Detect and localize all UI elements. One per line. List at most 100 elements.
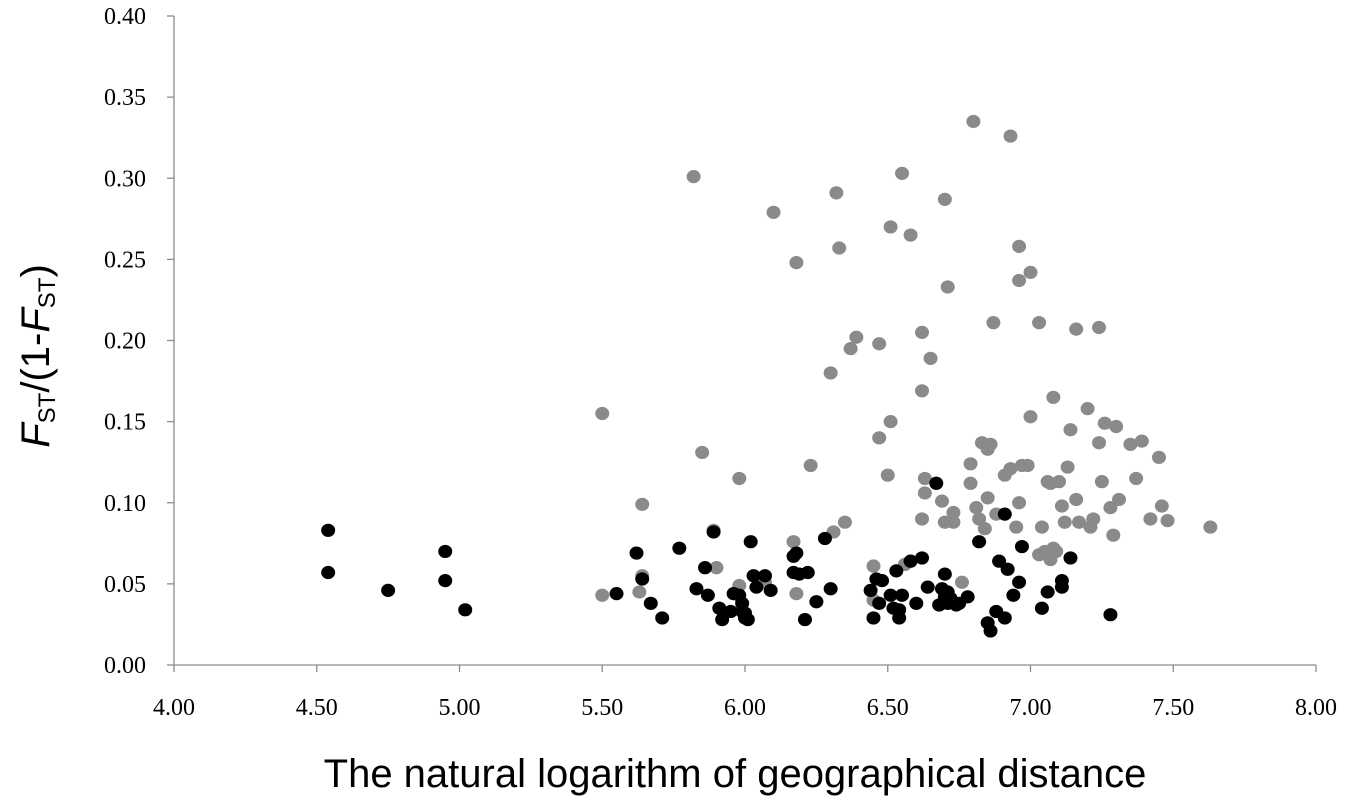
y-tick-label: 0.30 <box>104 166 146 192</box>
gray-data-point <box>1134 434 1149 448</box>
x-tick-label: 8.00 <box>1295 695 1337 721</box>
gray-data-point <box>917 486 932 500</box>
gray-data-point <box>843 342 858 356</box>
gray-data-point <box>972 512 987 526</box>
black-data-point <box>817 531 832 546</box>
gray-data-point <box>1069 492 1084 507</box>
gray-data-point <box>595 406 610 421</box>
gray-data-point <box>915 384 930 398</box>
gray-data-point <box>1009 520 1024 534</box>
black-data-point <box>609 587 624 601</box>
gray-data-point <box>1203 520 1218 534</box>
black-data-point <box>757 569 772 583</box>
black-data-point <box>972 535 987 549</box>
y-tick-label: 0.25 <box>104 247 146 273</box>
axes <box>173 16 1316 666</box>
black-data-point <box>797 612 812 627</box>
black-data-point <box>915 551 930 565</box>
gray-data-point <box>1012 496 1027 510</box>
gray-data-point <box>789 256 804 270</box>
black-data-point <box>723 604 738 619</box>
y-tick-label: 0.10 <box>104 491 146 517</box>
black-data-point <box>1000 562 1015 576</box>
gray-data-point <box>1057 515 1072 529</box>
black-data-point <box>883 588 898 602</box>
y-tick-label: 0.20 <box>104 329 146 355</box>
gray-data-point <box>946 505 961 520</box>
black-data-point <box>875 574 890 588</box>
gray-data-point <box>883 415 898 429</box>
gray-data-point <box>937 192 952 206</box>
gray-data-point <box>963 457 978 471</box>
gray-data-point <box>1109 419 1124 434</box>
gray-data-point <box>915 512 930 526</box>
gray-data-point <box>789 587 804 601</box>
y-title-f1: F <box>14 423 58 448</box>
x-ticks: 4.00 4.50 5.00 5.50 6.00 6.50 7.00 7.50 8.00 <box>153 665 1337 721</box>
black-data-point <box>903 554 918 568</box>
gray-data-point <box>917 471 932 486</box>
gray-data-point <box>1060 460 1075 474</box>
black-data-point <box>706 525 721 539</box>
gray-data-point <box>1080 402 1095 416</box>
gray-data-point <box>1052 475 1067 489</box>
gray-data-point <box>1020 458 1035 473</box>
gray-data-point <box>595 588 610 602</box>
gray-data-point <box>1129 471 1144 486</box>
gray-data-point <box>986 316 1001 330</box>
black-data-point <box>937 567 952 581</box>
gray-data-point <box>1123 437 1138 451</box>
y-tick-label: 0.40 <box>104 4 146 30</box>
x-tick-label: 7.50 <box>1152 695 1194 721</box>
gray-data-point <box>1092 436 1107 450</box>
black-data-point <box>1034 601 1049 615</box>
y-title-sub2: ST <box>34 277 61 309</box>
x-tick-label: 6.50 <box>867 695 909 721</box>
x-tick-label: 5.00 <box>439 695 481 721</box>
black-data-point <box>920 580 935 594</box>
gray-data-point <box>632 585 647 599</box>
gray-data-point <box>966 114 981 129</box>
gray-data-point <box>923 351 938 365</box>
gray-data-point <box>1112 492 1127 507</box>
black-data-point <box>992 554 1007 568</box>
gray-data-point <box>1143 512 1158 526</box>
gray-data-point <box>963 476 978 490</box>
gray-data-point <box>695 445 710 460</box>
black-data-point <box>872 596 887 610</box>
black-data-point <box>1103 608 1118 622</box>
gray-data-point <box>1003 462 1018 476</box>
black-data-point <box>672 541 687 555</box>
black-data-point <box>629 546 644 560</box>
y-ticks: 0.00 0.05 0.10 0.15 0.20 0.25 0.30 0.35 0.40 <box>104 4 174 679</box>
black-data-point <box>1014 539 1029 554</box>
gray-data-point <box>872 431 887 445</box>
black-data-point <box>889 564 904 578</box>
gray-data-point <box>880 468 895 482</box>
gray-data-point <box>1063 423 1078 437</box>
gray-data-point <box>823 366 838 380</box>
y-tick-label: 0.00 <box>104 653 146 679</box>
gray-data-point <box>1069 322 1084 336</box>
x-tick-label: 4.00 <box>153 695 195 721</box>
black-data-point <box>892 603 907 617</box>
black-data-point <box>863 583 878 597</box>
gray-data-point <box>849 330 864 344</box>
gray-data-point <box>732 471 747 486</box>
gray-data-point <box>1160 513 1175 528</box>
black-data-point <box>635 572 650 586</box>
black-data-point <box>643 596 658 610</box>
gray-data-point <box>766 205 781 219</box>
gray-data-point <box>1151 450 1166 464</box>
black-data-point <box>743 535 758 549</box>
y-title-f2: F <box>14 308 58 333</box>
black-data-point <box>960 590 975 604</box>
gray-data-point <box>832 241 847 255</box>
gray-data-point <box>980 491 995 505</box>
black-data-point <box>381 583 396 597</box>
black-data-point <box>438 544 453 559</box>
gray-data-point <box>983 437 998 451</box>
points-layer <box>321 114 1218 638</box>
